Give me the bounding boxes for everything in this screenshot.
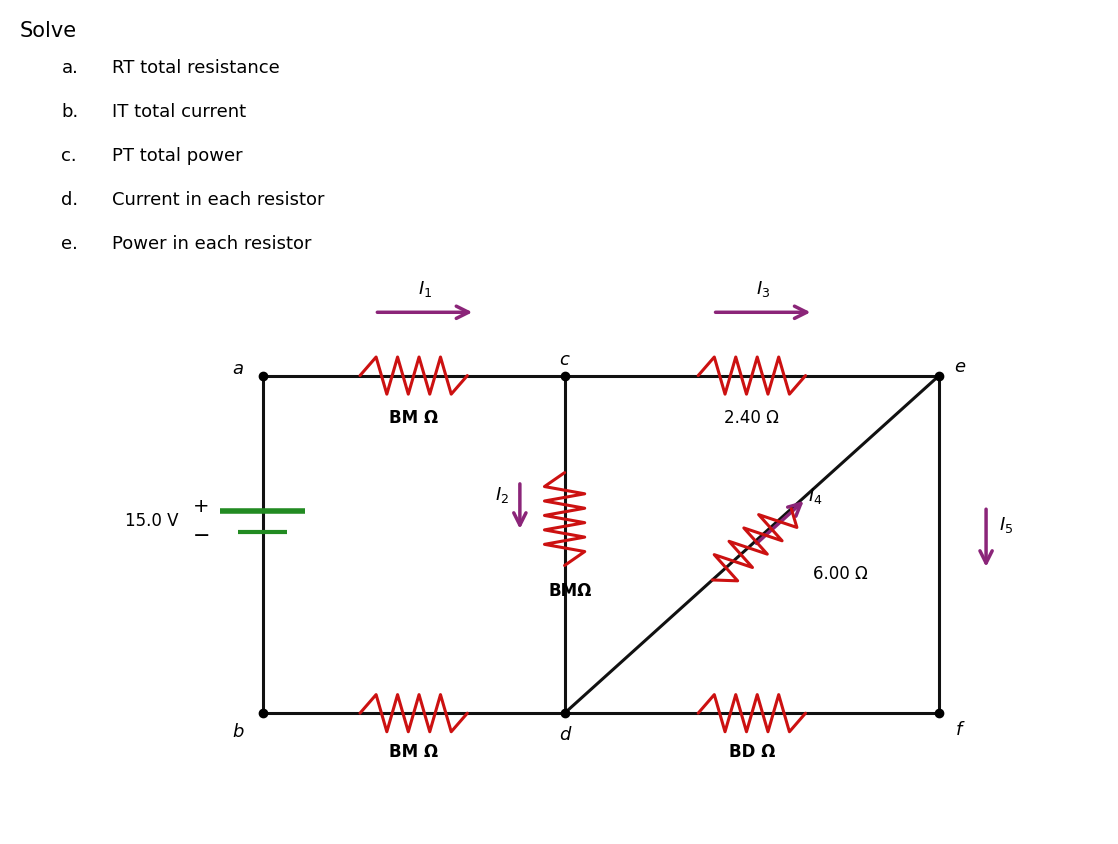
- Text: BD Ω: BD Ω: [729, 743, 775, 760]
- Text: Solve: Solve: [20, 21, 77, 41]
- Text: BMΩ: BMΩ: [549, 582, 591, 600]
- Text: 2.40 Ω: 2.40 Ω: [724, 409, 779, 427]
- Text: IT total current: IT total current: [112, 103, 246, 121]
- Text: PT total power: PT total power: [112, 147, 243, 165]
- Text: 6.00 Ω: 6.00 Ω: [814, 565, 868, 583]
- Text: 15.0 V: 15.0 V: [125, 511, 179, 530]
- Text: $I_3$: $I_3$: [756, 279, 770, 299]
- Text: e.: e.: [61, 235, 78, 252]
- Text: c: c: [560, 351, 569, 370]
- Text: +: +: [193, 497, 209, 516]
- Text: RT total resistance: RT total resistance: [112, 59, 280, 77]
- Text: −: −: [192, 526, 210, 546]
- Text: Current in each resistor: Current in each resistor: [112, 191, 324, 208]
- Text: $I_5$: $I_5$: [999, 515, 1014, 535]
- Text: BM Ω: BM Ω: [389, 743, 438, 760]
- Text: d: d: [559, 726, 570, 744]
- Text: Power in each resistor: Power in each resistor: [112, 235, 311, 252]
- Text: $I_4$: $I_4$: [807, 486, 823, 506]
- Text: b.: b.: [61, 103, 78, 121]
- Text: b: b: [233, 722, 244, 741]
- Text: a: a: [233, 360, 244, 378]
- Text: $I_2$: $I_2$: [494, 485, 509, 506]
- Text: $I_1$: $I_1$: [418, 279, 432, 299]
- Text: c.: c.: [61, 147, 77, 165]
- Text: e: e: [954, 358, 965, 376]
- Text: d.: d.: [61, 191, 78, 208]
- Text: f: f: [956, 721, 963, 739]
- Text: a.: a.: [61, 59, 78, 77]
- Text: BM Ω: BM Ω: [389, 409, 438, 427]
